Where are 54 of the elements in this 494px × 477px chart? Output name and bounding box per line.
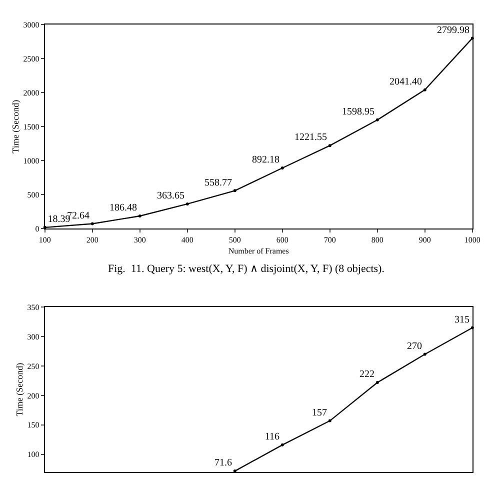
data-label: 2041.40 [390, 76, 422, 88]
data-label: 116 [264, 432, 280, 443]
point [423, 88, 426, 92]
point [280, 166, 284, 170]
data-label: 157 [312, 407, 328, 418]
data-label: 363.65 [157, 190, 184, 202]
x-tick-label: 500 [228, 235, 241, 244]
y-tick-label: 300 [27, 332, 40, 342]
data-label: 186.48 [110, 202, 137, 214]
x-tick-label: 700 [324, 235, 336, 244]
y-tick-label: 350 [27, 302, 40, 312]
data-label: 1598.95 [342, 106, 375, 118]
data-label: 270 [407, 340, 422, 352]
x-tick-label: 300 [134, 235, 146, 244]
x-axis-title: Number of Frames [228, 246, 289, 256]
point [280, 443, 284, 446]
x-tick-label: 400 [181, 235, 194, 244]
x-tick-label: 600 [276, 235, 288, 244]
y-tick-label: 500 [27, 190, 40, 200]
data-label: 558.77 [204, 177, 232, 188]
data-label: 892.18 [252, 154, 280, 166]
x-tick-label: 200 [86, 235, 98, 244]
data-label: 315 [454, 314, 470, 326]
data-label: 71.6 [214, 458, 232, 469]
x-tick-label: 1000 [464, 235, 480, 244]
y-tick-label: 100 [27, 450, 40, 460]
y-tick-label: 2000 [23, 88, 40, 98]
point [376, 118, 379, 122]
point [233, 189, 236, 192]
point [376, 381, 379, 384]
y-tick-label: 1000 [23, 156, 40, 166]
x-tick-label: 800 [371, 235, 384, 244]
data-label: 1221.55 [294, 132, 328, 144]
y-tick-label: 1500 [23, 122, 40, 132]
point [328, 419, 332, 422]
x-tick-label: 900 [418, 235, 431, 244]
y-axis-title: Time (Second) [10, 100, 21, 154]
y-tick-label: 150 [27, 420, 40, 430]
caption: Fig. 11. Query 5: west(X, Y, F) ∧ disjoint(X, Y, F) (8 objects). [108, 263, 385, 275]
y-tick-label: 3000 [23, 20, 40, 30]
data-label: 2799.98 [437, 24, 470, 36]
x-tick-label: 100 [38, 235, 51, 244]
y-tick-label: 2500 [23, 54, 40, 64]
y-tick-label: 250 [27, 362, 40, 371]
y-tick-label: 0 [35, 224, 40, 234]
point [186, 202, 189, 206]
data-label: 222 [360, 369, 375, 380]
point [138, 214, 142, 218]
data-label: 18.39 [48, 214, 70, 226]
point [90, 222, 94, 226]
y-tick-label: 200 [27, 391, 40, 400]
point [423, 352, 426, 356]
y-axis-title: Time (Second) [14, 362, 25, 416]
point [328, 144, 332, 148]
